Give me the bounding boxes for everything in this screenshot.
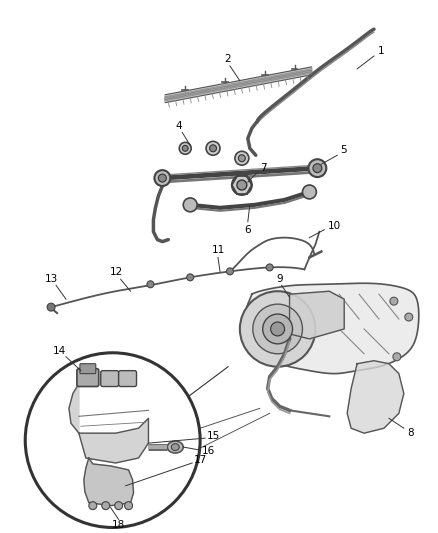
Text: 9: 9 [276,274,283,284]
Polygon shape [245,283,419,374]
Text: 12: 12 [110,268,123,277]
Circle shape [313,164,322,173]
Circle shape [238,155,245,161]
Circle shape [187,274,194,281]
Text: 14: 14 [53,346,66,356]
Circle shape [47,303,55,311]
Circle shape [25,353,200,528]
Text: 8: 8 [407,428,414,438]
Circle shape [209,145,216,152]
Text: 11: 11 [212,245,225,255]
Polygon shape [347,361,404,433]
Ellipse shape [171,443,179,450]
Circle shape [308,159,326,177]
Circle shape [266,264,273,271]
Circle shape [390,297,398,305]
Polygon shape [290,291,344,339]
Circle shape [124,502,133,510]
Circle shape [235,151,249,165]
Circle shape [182,146,188,151]
Circle shape [159,174,166,182]
Polygon shape [69,384,148,463]
Text: 4: 4 [175,122,182,132]
Circle shape [393,353,401,361]
FancyBboxPatch shape [119,370,137,386]
Text: 18: 18 [112,521,125,530]
Circle shape [89,502,97,510]
Polygon shape [84,458,134,506]
FancyBboxPatch shape [77,369,99,386]
Text: 17: 17 [194,455,207,465]
Text: 16: 16 [201,446,215,456]
Text: 10: 10 [328,221,341,231]
Text: 13: 13 [44,274,58,284]
Circle shape [263,314,293,344]
Circle shape [240,291,315,367]
Circle shape [405,313,413,321]
Circle shape [237,180,247,190]
Circle shape [303,185,316,199]
Circle shape [102,502,110,510]
Text: 6: 6 [244,225,251,235]
Circle shape [271,322,285,336]
Circle shape [232,175,252,195]
Circle shape [115,502,123,510]
Circle shape [155,170,170,186]
Text: 5: 5 [340,146,346,155]
Text: 7: 7 [261,163,267,173]
FancyBboxPatch shape [101,370,119,386]
Text: 15: 15 [206,431,220,441]
Ellipse shape [167,441,183,453]
Text: 2: 2 [225,54,231,64]
Text: 1: 1 [378,46,384,56]
Circle shape [179,142,191,154]
Circle shape [183,198,197,212]
FancyBboxPatch shape [80,364,96,374]
Circle shape [226,268,233,275]
Circle shape [147,281,154,288]
Circle shape [206,141,220,155]
Circle shape [253,304,303,354]
